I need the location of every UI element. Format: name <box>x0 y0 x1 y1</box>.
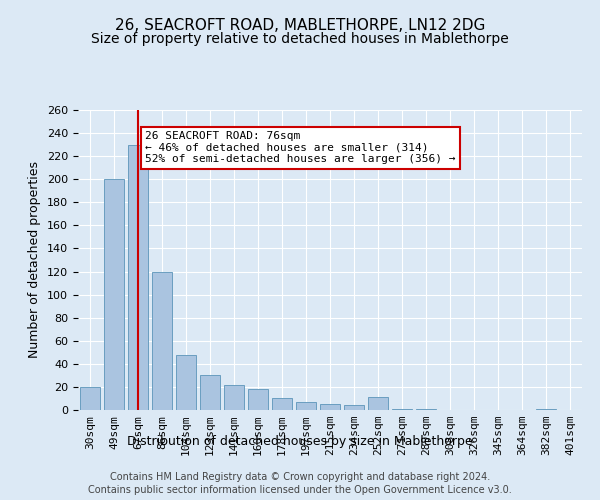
Text: Contains HM Land Registry data © Crown copyright and database right 2024.: Contains HM Land Registry data © Crown c… <box>110 472 490 482</box>
Text: Distribution of detached houses by size in Mablethorpe: Distribution of detached houses by size … <box>127 435 473 448</box>
Bar <box>80 387 100 410</box>
Bar <box>176 354 196 410</box>
Bar <box>392 409 412 410</box>
Bar <box>152 272 172 410</box>
Bar <box>296 402 316 410</box>
Bar <box>104 179 124 410</box>
Bar <box>344 406 364 410</box>
Bar <box>368 398 388 410</box>
Text: Contains public sector information licensed under the Open Government Licence v3: Contains public sector information licen… <box>88 485 512 495</box>
Bar <box>128 144 148 410</box>
Bar <box>200 376 220 410</box>
Bar <box>272 398 292 410</box>
Bar <box>536 409 556 410</box>
Bar <box>416 409 436 410</box>
Text: 26 SEACROFT ROAD: 76sqm
← 46% of detached houses are smaller (314)
52% of semi-d: 26 SEACROFT ROAD: 76sqm ← 46% of detache… <box>145 131 456 164</box>
Bar <box>248 389 268 410</box>
Bar <box>224 384 244 410</box>
Text: Size of property relative to detached houses in Mablethorpe: Size of property relative to detached ho… <box>91 32 509 46</box>
Text: 26, SEACROFT ROAD, MABLETHORPE, LN12 2DG: 26, SEACROFT ROAD, MABLETHORPE, LN12 2DG <box>115 18 485 32</box>
Bar <box>320 404 340 410</box>
Y-axis label: Number of detached properties: Number of detached properties <box>28 162 41 358</box>
